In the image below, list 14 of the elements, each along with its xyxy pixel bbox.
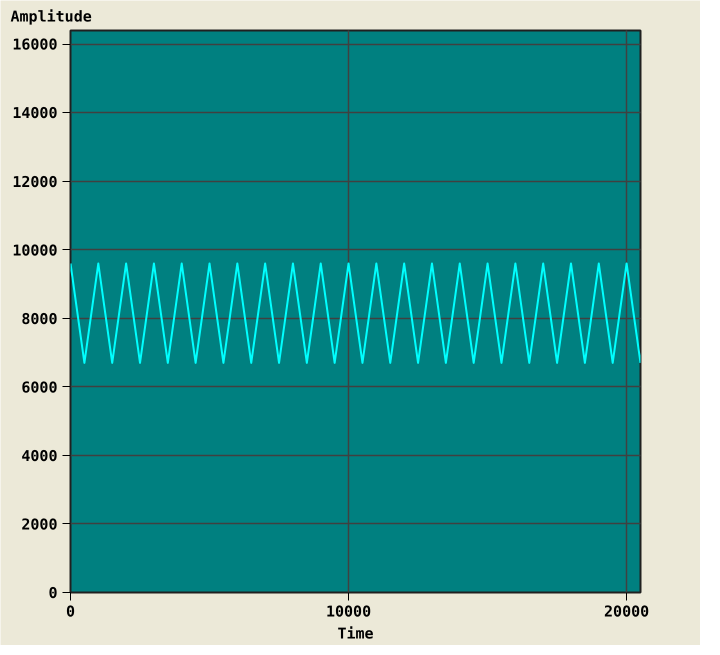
y-tick-label: 16000 — [12, 36, 58, 54]
y-tick-label: 8000 — [21, 310, 58, 328]
y-tick-label: 0 — [48, 584, 58, 602]
x-tick-label: 20000 — [604, 602, 650, 620]
y-axis-title: Amplitude — [10, 8, 92, 26]
x-tick-label: 10000 — [326, 602, 372, 620]
y-tick-label: 10000 — [12, 241, 58, 260]
y-tick-label: 2000 — [21, 515, 58, 534]
y-tick-label: 4000 — [21, 446, 58, 465]
y-tick-label: 12000 — [12, 172, 58, 191]
x-tick-label: 0 — [66, 602, 76, 620]
y-tick-label: 14000 — [12, 104, 58, 122]
x-axis-title: Time — [337, 624, 374, 642]
y-tick-label: 6000 — [21, 378, 58, 396]
